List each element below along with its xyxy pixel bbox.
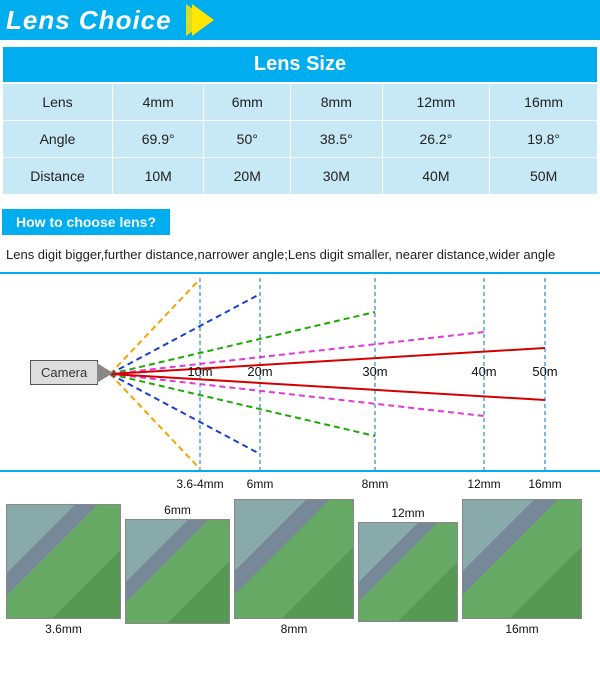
table-row: Angle 69.9° 50° 38.5° 26.2° 19.8° bbox=[3, 121, 598, 158]
camera-label: Camera bbox=[30, 360, 98, 385]
sample-item: 12mm bbox=[358, 522, 458, 622]
cell: 50M bbox=[490, 158, 598, 195]
cell: 20M bbox=[204, 158, 291, 195]
page-title: Lens Choice bbox=[6, 5, 172, 36]
sample-caption: 8mm bbox=[281, 622, 308, 636]
explain-text: Lens digit bigger,further distance,narro… bbox=[0, 241, 600, 272]
sample-caption: 3.6mm bbox=[45, 622, 82, 636]
table-header: Lens Size bbox=[2, 46, 598, 83]
distance-label: 20m bbox=[247, 364, 272, 379]
sample-caption: 6mm bbox=[164, 503, 191, 517]
sample-image bbox=[234, 499, 354, 619]
sample-image bbox=[462, 499, 582, 619]
cell: 19.8° bbox=[490, 121, 598, 158]
cell: 16mm bbox=[490, 84, 598, 121]
lens-diagram: Camera 10m3.6-4mm20m6mm30m8mm40m12mm50m1… bbox=[0, 272, 600, 472]
cell: 4mm bbox=[113, 84, 204, 121]
cell: 69.9° bbox=[113, 121, 204, 158]
sample-image bbox=[125, 519, 230, 624]
howto-heading: How to choose lens? bbox=[2, 209, 170, 235]
cell: 40M bbox=[382, 158, 490, 195]
sample-item: 6mm bbox=[125, 519, 230, 624]
sample-image bbox=[358, 522, 458, 622]
distance-label: 30m bbox=[362, 364, 387, 379]
sample-caption: 12mm bbox=[391, 506, 424, 520]
distance-label: 40m bbox=[471, 364, 496, 379]
cell: 6mm bbox=[204, 84, 291, 121]
cell: 12mm bbox=[382, 84, 490, 121]
cell: 50° bbox=[204, 121, 291, 158]
cell: 38.5° bbox=[291, 121, 382, 158]
sample-caption: 16mm bbox=[505, 622, 538, 636]
row-label: Angle bbox=[3, 121, 113, 158]
cell: 26.2° bbox=[382, 121, 490, 158]
table-row: Distance 10M 20M 30M 40M 50M bbox=[3, 158, 598, 195]
row-label: Distance bbox=[3, 158, 113, 195]
title-banner: Lens Choice bbox=[0, 0, 600, 40]
distance-label: 50m bbox=[532, 364, 557, 379]
distance-label: 10m bbox=[187, 364, 212, 379]
row-label: Lens bbox=[3, 84, 113, 121]
sample-item: 8mm bbox=[234, 499, 354, 636]
cell: 30M bbox=[291, 158, 382, 195]
lens-table: Lens 4mm 6mm 8mm 12mm 16mm Angle 69.9° 5… bbox=[2, 83, 598, 195]
table-row: Lens 4mm 6mm 8mm 12mm 16mm bbox=[3, 84, 598, 121]
sample-image bbox=[6, 504, 121, 619]
sample-item: 16mm bbox=[462, 499, 582, 636]
sample-row: 3.6mm 6mm 8mm 12mm 16mm bbox=[0, 476, 600, 636]
sample-item: 3.6mm bbox=[6, 504, 121, 636]
arrow-icon bbox=[192, 4, 214, 36]
cell: 10M bbox=[113, 158, 204, 195]
cell: 8mm bbox=[291, 84, 382, 121]
